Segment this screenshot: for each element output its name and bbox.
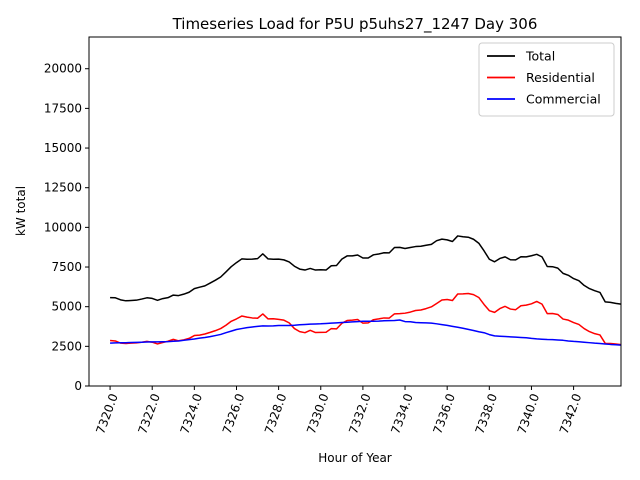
legend: Total Residential Commercial xyxy=(478,42,615,117)
y-tick-label: 15000 xyxy=(44,141,82,155)
y-tick-label: 10000 xyxy=(44,220,82,234)
y-tick-label: 20000 xyxy=(44,62,82,76)
y-tick-label: 7500 xyxy=(51,260,82,274)
legend-frame xyxy=(478,42,615,117)
series-layer xyxy=(110,235,622,346)
legend-label: Residential xyxy=(526,70,595,85)
y-axis-label: kW total xyxy=(14,186,28,236)
y-tick-label: 12500 xyxy=(44,181,82,195)
series-line-commercial xyxy=(110,319,622,346)
chart-title: Timeseries Load for P5U p5uhs27_1247 Day… xyxy=(172,15,538,34)
series-line-residential xyxy=(110,292,622,346)
plot-area xyxy=(88,36,622,387)
y-axis: 0 2500 5000 7500 10000 12500 15000 17500 20000 xyxy=(44,62,89,393)
y-tick-label: 5000 xyxy=(51,300,82,314)
y-tick-label: 17500 xyxy=(44,101,82,115)
legend-label: Total xyxy=(525,49,555,64)
axes-frame xyxy=(88,36,622,387)
x-axis-label: Hour of Year xyxy=(318,451,392,465)
series-line-total xyxy=(110,235,622,305)
y-tick-label: 2500 xyxy=(51,339,82,353)
y-tick-label: 0 xyxy=(74,379,82,393)
legend-label: Commercial xyxy=(526,92,601,107)
